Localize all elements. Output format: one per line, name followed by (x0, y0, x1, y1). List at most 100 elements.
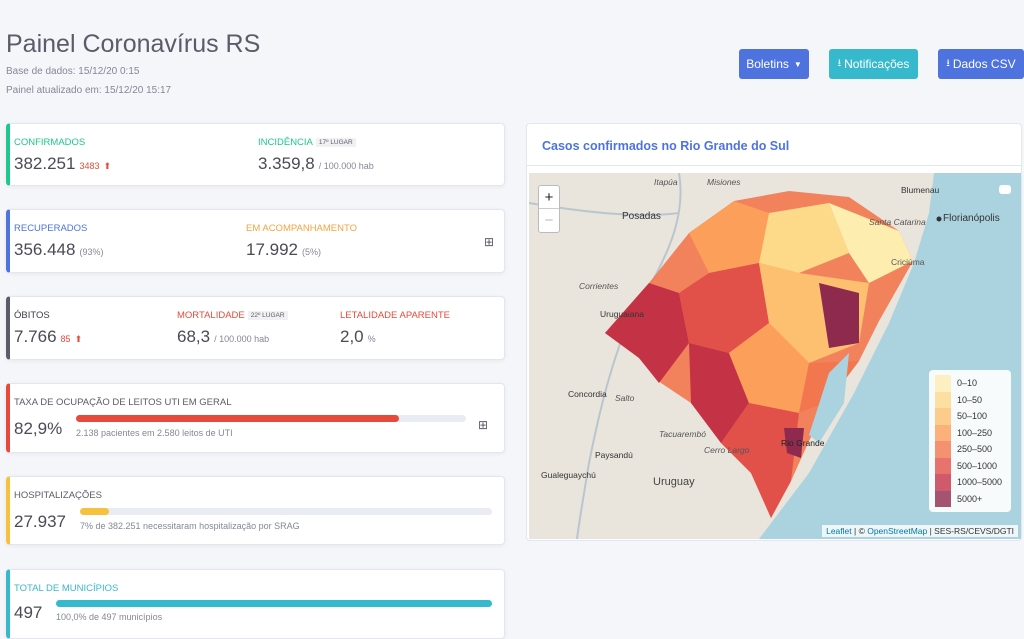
attribution: Leaflet | © OpenStreetMap | SES-RS/CEVS/… (822, 525, 1018, 537)
unit: / 100.000 hab (214, 334, 269, 344)
attribution-source: | SES-RS/CEVS/DGTI (930, 526, 1014, 536)
button-label: Notificações (844, 57, 909, 71)
place-label: Santa Catarina (869, 217, 926, 227)
bulletins-button[interactable]: Boletins ▼ (739, 49, 809, 79)
value: 382.251 (14, 154, 75, 173)
value: 17.992 (246, 240, 298, 259)
unit: / 100.000 hab (319, 161, 374, 171)
legend-label: 1000–5000 (957, 477, 1002, 487)
value: 2,0 (340, 327, 364, 346)
deaths-card: ÓBITOS 7.76685⬆ MORTALIDADE22º LUGAR 68,… (6, 296, 505, 360)
legend-label: 500–1000 (957, 461, 997, 471)
place-label: Cerro Largo (704, 445, 750, 455)
card-value: 7.76685⬆ (14, 327, 82, 347)
place-label: Tacuarembó (659, 429, 706, 439)
download-icon: ⭳ (838, 56, 842, 73)
zoom-in[interactable]: + (539, 186, 559, 209)
legend-swatch (935, 491, 951, 508)
divider (527, 165, 1021, 166)
button-label: Boletins (746, 57, 789, 71)
place-label: Posadas (622, 211, 661, 222)
zoom-out[interactable]: − (539, 209, 559, 232)
progress-bar (56, 600, 492, 607)
progress-track (76, 415, 466, 422)
card-value: 382.2513483⬆ (14, 154, 111, 174)
map-card: Casos confirmados no Rio Grande do Sul I… (526, 123, 1022, 541)
legend-label: 100–250 (957, 428, 992, 438)
place-label: Gualeguaychú (541, 470, 596, 480)
legend-label: 250–500 (957, 444, 992, 454)
label: MORTALIDADE (177, 310, 245, 321)
card-value: 2,0% (340, 327, 376, 347)
notifications-button[interactable]: ⭳Notificações (829, 49, 918, 79)
legend-swatch (935, 375, 951, 392)
page-title: Painel Coronavírus RS (6, 30, 260, 59)
card-value: 82,9% (14, 419, 62, 439)
zoom-control: + − (538, 185, 560, 233)
legend-swatch (935, 408, 951, 425)
confirmed-card: CONFIRMADOS 382.2513483⬆ INCIDÊNCIA17º L… (6, 123, 505, 186)
legend-label: 10–50 (957, 395, 982, 405)
progress-track (56, 600, 492, 607)
place-label: Concordia (568, 389, 607, 399)
share: (93%) (79, 247, 103, 257)
legend-item: 1000–5000 (935, 474, 1005, 491)
unit: % (368, 334, 376, 344)
card-label: MORTALIDADE22º LUGAR (177, 310, 288, 321)
attribution-sep: | © (854, 526, 865, 536)
card-label: LETALIDADE APARENTE (340, 310, 450, 321)
map-title: Casos confirmados no Rio Grande do Sul (542, 139, 789, 153)
place-label: Misiones (707, 177, 741, 187)
caret: ▼ (794, 60, 802, 69)
progress-bar (76, 415, 399, 422)
value: 7.766 (14, 327, 57, 346)
legend-swatch (935, 441, 951, 458)
card-note: 100,0% de 497 municípios (56, 612, 162, 622)
label: INCIDÊNCIA (258, 137, 313, 148)
legend-item: 250–500 (935, 441, 1005, 458)
icu-card: TAXA DE OCUPAÇÃO DE LEITOS UTI EM GERAL … (6, 383, 505, 453)
card-label: ÓBITOS (14, 310, 50, 321)
leaflet-link[interactable]: Leaflet (826, 526, 852, 536)
layer-toggle[interactable] (999, 185, 1011, 194)
table-icon[interactable]: ⊞ (478, 418, 488, 432)
legend-swatch (935, 474, 951, 491)
delta: 85 (61, 334, 71, 344)
table-icon[interactable]: ⊞ (484, 235, 494, 249)
delta: 3483 (79, 161, 99, 171)
card-value: 497 (14, 603, 42, 623)
hospitalizations-card: HOSPITALIZAÇÕES 27.937 7% de 382.251 nec… (6, 476, 505, 545)
card-note: 2.138 pacientes em 2.580 leitos de UTI (76, 428, 233, 438)
card-label: CONFIRMADOS (14, 137, 85, 148)
card-note: 7% de 382.251 necessitaram hospitalizaçã… (80, 521, 300, 531)
place-label: Corrientes (579, 281, 619, 291)
progress-track (80, 508, 492, 515)
card-label: TOTAL DE MUNICÍPIOS (14, 583, 118, 594)
rank-badge: 22º LUGAR (248, 311, 288, 320)
city-dot (937, 217, 942, 222)
place-label: Uruguay (653, 476, 695, 488)
value: 68,3 (177, 327, 210, 346)
legend-item: 0–10 (935, 375, 1005, 392)
legend-item: 100–250 (935, 425, 1005, 442)
osm-link[interactable]: OpenStreetMap (867, 526, 927, 536)
legend-label: 5000+ (957, 494, 982, 504)
place-label: Rio Grande (781, 438, 825, 448)
place-label: Blumenau (901, 185, 940, 195)
card-label: HOSPITALIZAÇÕES (14, 490, 102, 501)
rank-badge: 17º LUGAR (316, 138, 356, 147)
legend-swatch (935, 458, 951, 475)
csv-button[interactable]: ⭳Dados CSV (938, 49, 1024, 79)
updated-date: Painel atualizado em: 15/12/20 15:17 (6, 85, 171, 96)
card-value: 27.937 (14, 512, 66, 532)
legend-label: 0–10 (957, 378, 977, 388)
legend-label: 50–100 (957, 411, 987, 421)
legend-item: 500–1000 (935, 458, 1005, 475)
place-label: Uruguaiana (600, 309, 644, 319)
legend-swatch (935, 425, 951, 442)
card-value: 3.359,8/ 100.000 hab (258, 154, 374, 174)
legend-item: 5000+ (935, 491, 1005, 508)
municipalities-card: TOTAL DE MUNICÍPIOS 497 100,0% de 497 mu… (6, 569, 505, 639)
dashboard: Painel Coronavírus RS Base de dados: 15/… (0, 0, 1024, 619)
card-value: 356.448(93%) (14, 240, 103, 260)
